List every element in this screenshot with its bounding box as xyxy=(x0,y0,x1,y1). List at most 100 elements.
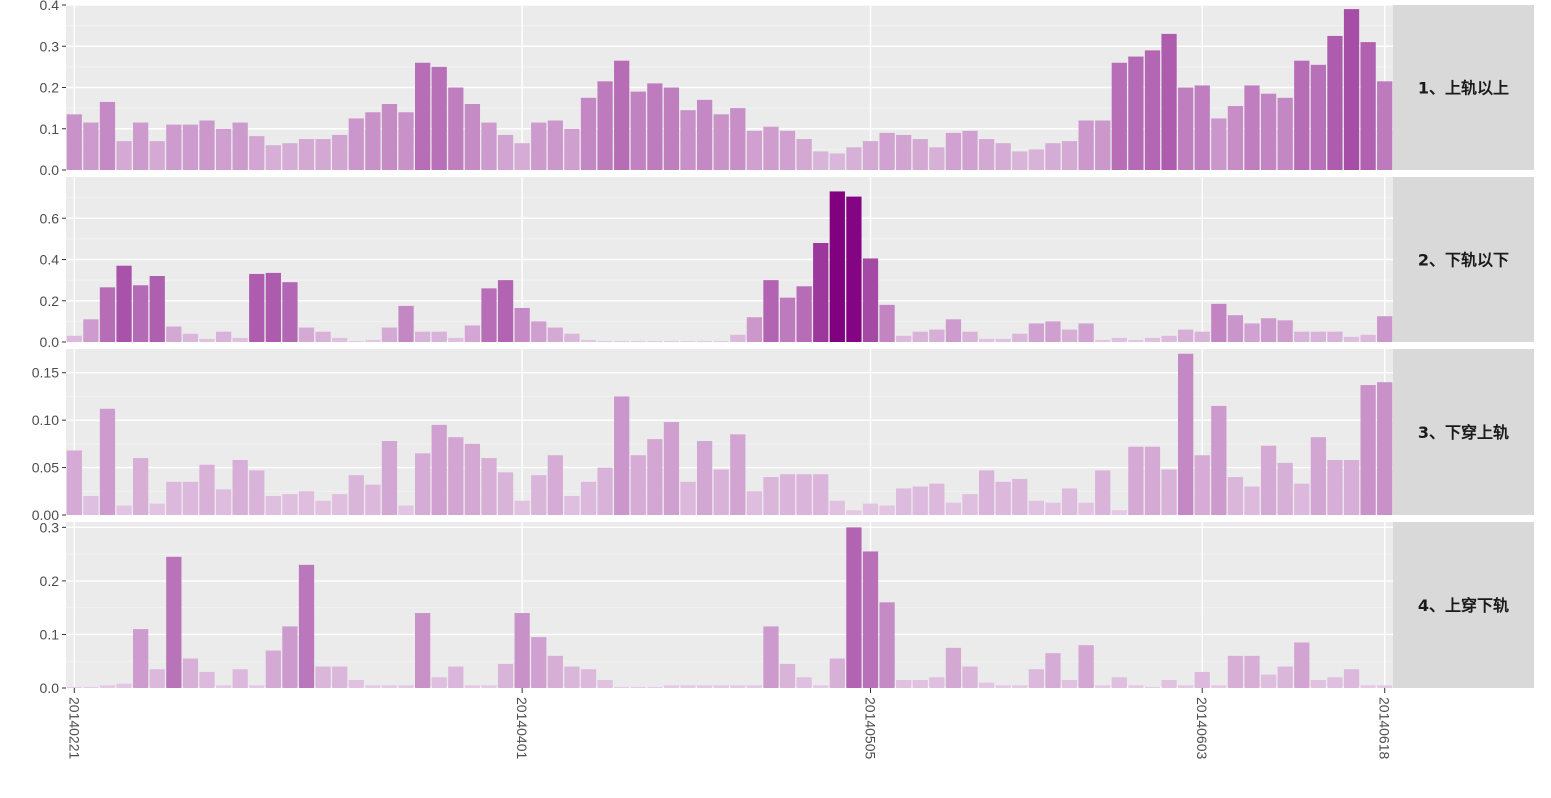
bar xyxy=(547,120,563,170)
bar xyxy=(1227,477,1244,515)
bar xyxy=(1211,405,1227,515)
bar xyxy=(1194,85,1210,170)
bar xyxy=(1294,60,1310,170)
bar xyxy=(1377,81,1393,170)
bar xyxy=(166,326,182,342)
bar xyxy=(365,339,381,342)
bar xyxy=(896,679,912,688)
bar xyxy=(962,666,978,688)
bar xyxy=(415,331,431,342)
bar xyxy=(497,280,514,342)
bar xyxy=(215,685,232,688)
bar xyxy=(862,551,879,688)
bar xyxy=(862,503,879,515)
bar xyxy=(1377,685,1393,688)
bar xyxy=(746,685,763,688)
bar xyxy=(381,327,398,342)
bar xyxy=(1028,149,1044,170)
bar xyxy=(514,500,530,515)
bar xyxy=(1310,331,1326,342)
bar xyxy=(1194,671,1210,688)
bar xyxy=(232,459,248,515)
bar xyxy=(846,196,862,342)
bar xyxy=(398,305,414,342)
bar xyxy=(282,626,298,688)
bar xyxy=(1045,143,1061,170)
bar xyxy=(663,87,680,170)
bar xyxy=(133,122,149,170)
bar xyxy=(265,145,281,170)
bar xyxy=(116,265,132,342)
bar xyxy=(978,139,995,170)
bar xyxy=(779,130,796,170)
bar xyxy=(99,101,116,170)
bar xyxy=(1144,686,1161,688)
bar xyxy=(199,464,215,515)
bar xyxy=(763,280,779,342)
bar xyxy=(929,147,945,170)
bar xyxy=(1111,510,1127,515)
bar xyxy=(813,151,829,170)
y-tick-label: 0.1 xyxy=(40,121,60,137)
bar xyxy=(448,87,464,170)
bar xyxy=(497,663,514,688)
bar xyxy=(448,337,464,342)
bar xyxy=(1260,674,1277,688)
bar xyxy=(1260,318,1277,342)
facet-strip xyxy=(1393,5,1534,170)
bar xyxy=(182,481,199,515)
bar xyxy=(1294,483,1310,515)
bar xyxy=(249,685,265,688)
bar xyxy=(962,331,978,342)
facet-strip-label: 3、下穿上轨 xyxy=(1418,423,1509,442)
bar xyxy=(1227,106,1244,170)
bar xyxy=(647,439,663,515)
bar xyxy=(912,331,928,342)
bar xyxy=(1360,42,1376,170)
bar xyxy=(763,626,779,688)
bar xyxy=(746,491,763,515)
bar xyxy=(481,288,497,342)
bar xyxy=(663,422,680,515)
bar xyxy=(99,408,116,515)
bar xyxy=(614,60,630,170)
bar xyxy=(1161,335,1177,342)
y-tick-label: 0.2 xyxy=(40,573,60,589)
bar xyxy=(398,685,414,688)
bar xyxy=(1360,334,1376,342)
bar xyxy=(663,685,680,688)
bar xyxy=(846,147,862,170)
bar xyxy=(497,472,514,515)
bar xyxy=(315,500,331,515)
bar xyxy=(464,325,481,342)
bar xyxy=(912,486,928,515)
bar xyxy=(166,481,182,515)
bar xyxy=(796,286,812,342)
bar xyxy=(1078,323,1094,342)
bar xyxy=(1244,655,1260,688)
bar xyxy=(978,682,995,688)
bar xyxy=(133,285,149,342)
facet-strip-label: 2、下轨以下 xyxy=(1418,251,1509,270)
bar xyxy=(896,335,912,342)
bar xyxy=(1178,353,1194,515)
bar xyxy=(1277,666,1293,688)
y-tick-label: 0.0 xyxy=(40,334,60,350)
bar xyxy=(66,114,82,170)
bar xyxy=(182,333,199,342)
bar xyxy=(995,481,1011,515)
bar xyxy=(813,243,829,342)
bar xyxy=(531,637,547,688)
bar xyxy=(1294,331,1310,342)
y-tick-label: 0.3 xyxy=(40,519,60,535)
bar xyxy=(415,62,431,170)
bar xyxy=(1095,339,1111,342)
bar xyxy=(199,338,215,342)
bar xyxy=(1327,459,1343,515)
bar xyxy=(464,685,481,688)
bar xyxy=(929,329,945,342)
bar xyxy=(978,338,995,342)
bar xyxy=(99,685,116,688)
bar xyxy=(680,685,696,688)
y-tick-label: 0.4 xyxy=(40,252,60,268)
